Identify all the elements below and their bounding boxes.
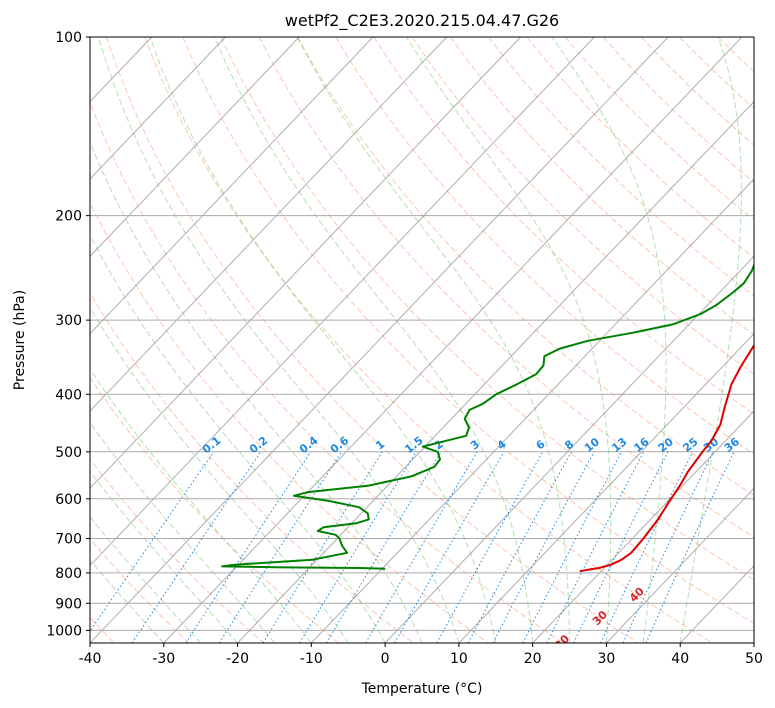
mixing-ratio-line: [436, 451, 544, 643]
y-tick-label: 700: [55, 532, 82, 548]
moist-adiabat-line: [296, 37, 571, 643]
x-tick-label: -20: [226, 651, 249, 667]
profile-line: [579, 343, 754, 573]
dry-adiabat-line: [641, 37, 754, 146]
isotherm-line: [90, 37, 595, 567]
moist-adiabat-line: [406, 37, 612, 643]
isotherm-line: [90, 37, 669, 643]
mixing-ratio-line: [218, 451, 343, 643]
dry-adiabat-line: [297, 37, 754, 497]
moist-adiabat-line: [90, 559, 165, 643]
dry-adiabat-label: 20: [552, 632, 572, 652]
dry-adiabat-line: [411, 37, 754, 375]
dry-adiabat-line: [144, 37, 713, 643]
profile-series: [221, 262, 754, 573]
isotherm-line: [90, 37, 374, 335]
mixing-ratio-line: [325, 451, 442, 643]
x-tick-label: 50: [745, 651, 763, 667]
y-axis: 100 200 300 400 500 600 700 800 900 1000: [46, 30, 90, 639]
moist-adiabat-line: [97, 37, 460, 643]
y-tick-label: 400: [55, 387, 82, 403]
dry-adiabat-line: [106, 37, 639, 643]
background-grid: [90, 37, 754, 643]
isotherm-line: [90, 37, 521, 490]
moist-adiabat-line: [149, 37, 497, 643]
moist-adiabat-line: [90, 140, 423, 643]
isotherm-line: [237, 100, 754, 643]
x-tick-label: 10: [450, 651, 468, 667]
x-tick-label: 0: [381, 651, 390, 667]
mixing-ratio-line: [131, 451, 262, 643]
x-tick-label: -40: [79, 651, 102, 667]
y-tick-label: 200: [55, 209, 82, 225]
dry-adiabat-line: [90, 291, 414, 643]
x-tick-label: -10: [300, 651, 323, 667]
y-tick-label: 800: [55, 566, 82, 582]
dry-adiabat-line: [90, 201, 489, 643]
chart-title: wetPf2_C2E3.2020.215.04.47.G26: [285, 11, 559, 31]
dry-adiabat-line: [90, 100, 564, 643]
y-tick-label: 100: [55, 30, 82, 46]
x-tick-label: 40: [671, 651, 689, 667]
isotherm-line: [90, 37, 448, 412]
mixing-ratio-line: [467, 451, 572, 643]
moist-adiabat-line: [90, 421, 275, 643]
moist-adiabat-line: [551, 37, 667, 643]
x-axis: -40 -30 -20 -10 0 10 20 30 40 50: [79, 643, 763, 667]
dry-adiabat-line: [258, 37, 754, 538]
dry-adiabat-line: [564, 37, 754, 221]
isotherm-line: [606, 487, 754, 643]
moist-adiabat-line: [90, 367, 312, 643]
mixing-ratio-line: [573, 451, 669, 643]
y-tick-label: 1000: [46, 623, 82, 639]
isotherm-line: [384, 255, 754, 643]
mixing-ratio-line: [492, 451, 595, 643]
dry-adiabat-line: [90, 538, 190, 643]
moist-adiabat-line: [90, 516, 202, 643]
isotherm-line: [532, 410, 754, 643]
moist-adiabat-line: [90, 233, 386, 643]
dry-adiabat-line: [526, 37, 754, 259]
y-axis-label: Pressure (hPa): [12, 290, 28, 390]
y-tick-label: 900: [55, 596, 82, 612]
dry-adiabat-line: [182, 37, 754, 624]
isotherm-line: [90, 37, 226, 180]
plot-area: [90, 37, 754, 643]
isotherm-line: [310, 178, 754, 643]
isotherm-line: [90, 37, 300, 258]
mixing-ratio-line: [546, 451, 645, 643]
moist-adiabat-line: [214, 37, 534, 643]
dry-adiabat-line: [335, 37, 754, 455]
dry-adiabat-line: [90, 458, 265, 643]
y-tick-label: 300: [55, 313, 82, 329]
dry-adiabat-line: [373, 37, 754, 415]
isotherm-line: [458, 332, 754, 643]
y-tick-label: 500: [55, 445, 82, 461]
x-tick-label: 20: [524, 651, 542, 667]
y-tick-label: 600: [55, 492, 82, 508]
moist-adiabat-line: [90, 306, 349, 643]
x-tick-label: -30: [152, 651, 175, 667]
mixing-ratio-line: [299, 451, 417, 643]
x-axis-label: Temperature (°C): [361, 681, 483, 697]
mixing-ratio-line: [90, 451, 215, 632]
x-tick-label: 30: [598, 651, 616, 667]
moist-adiabat-line: [90, 470, 238, 643]
dry-adiabat-line: [449, 37, 754, 336]
plot-frame: [89, 36, 755, 644]
profile-line: [221, 262, 754, 570]
moist-adiabat-line: [679, 37, 742, 643]
isotherm-line: [163, 37, 743, 643]
